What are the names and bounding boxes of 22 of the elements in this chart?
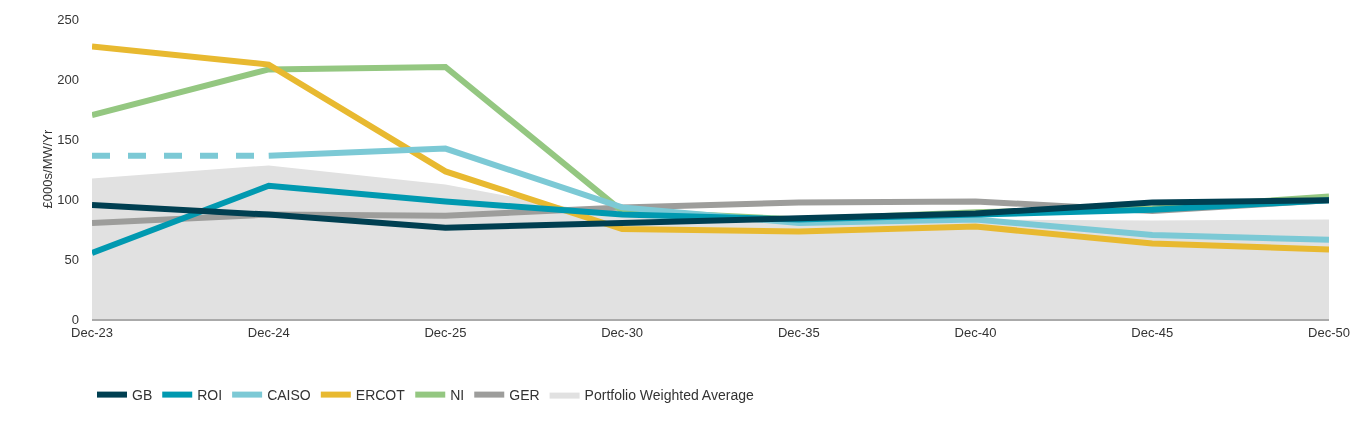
legend-label: GER bbox=[509, 387, 540, 404]
legend-label: ROI bbox=[197, 387, 223, 404]
legend-label: GB bbox=[132, 387, 153, 404]
x-tick-label: Dec-35 bbox=[777, 324, 820, 340]
y-tick-label: 250 bbox=[57, 11, 79, 27]
x-tick-label: Dec-40 bbox=[954, 324, 997, 340]
y-tick-label: 150 bbox=[57, 131, 79, 147]
x-tick-label: Dec-24 bbox=[247, 324, 290, 340]
y-tick-label: 100 bbox=[57, 191, 79, 207]
x-tick-label: Dec-30 bbox=[601, 324, 644, 340]
x-tick-label: Dec-45 bbox=[1131, 324, 1174, 340]
legend-label: Portfolio Weighted Average bbox=[584, 387, 754, 404]
x-tick-label: Dec-25 bbox=[424, 324, 467, 340]
legend-label: ERCOT bbox=[355, 387, 406, 404]
y-tick-label: 0 bbox=[71, 311, 79, 327]
y-axis-title: £000s/MW/Yr bbox=[40, 128, 56, 209]
x-tick-label: Dec-50 bbox=[1308, 324, 1350, 340]
y-tick-label: 200 bbox=[57, 71, 79, 87]
y-tick-label: 50 bbox=[64, 251, 79, 267]
legend-label: CAISO bbox=[267, 387, 311, 404]
legend-label: NI bbox=[450, 387, 465, 404]
x-tick-label: Dec-23 bbox=[71, 324, 113, 340]
